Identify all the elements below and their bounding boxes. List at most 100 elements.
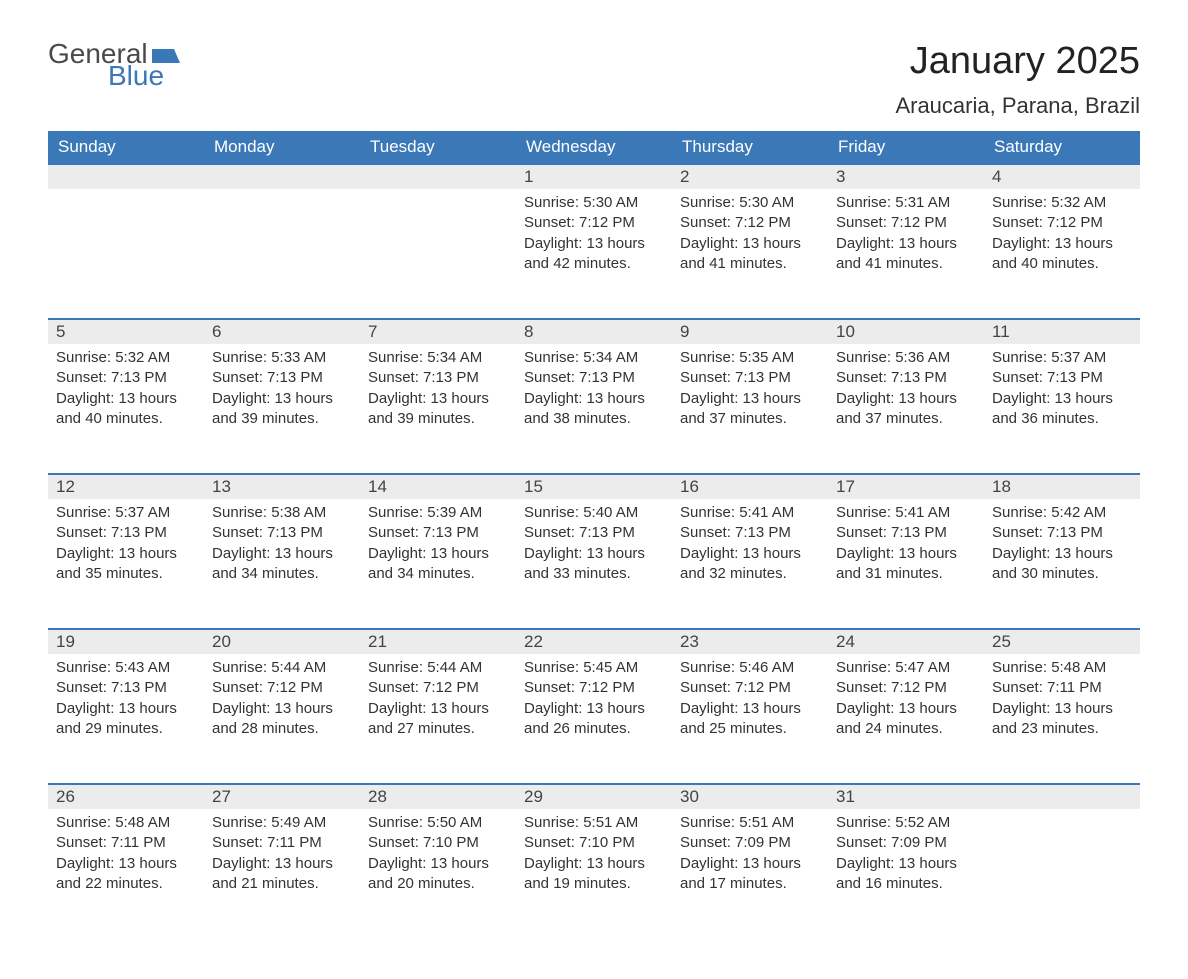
- day-cell: Sunrise: 5:30 AMSunset: 7:12 PMDaylight:…: [516, 189, 672, 319]
- sunrise-line: Sunrise: 5:34 AM: [524, 348, 664, 368]
- daylight-line: Daylight: 13 hours and 25 minutes.: [680, 699, 820, 740]
- day-cell: Sunrise: 5:30 AMSunset: 7:12 PMDaylight:…: [672, 189, 828, 319]
- day-number: 25: [984, 630, 1140, 654]
- day-cell-body: Sunrise: 5:31 AMSunset: 7:12 PMDaylight:…: [828, 189, 984, 288]
- daylight-line: Daylight: 13 hours and 31 minutes.: [836, 544, 976, 585]
- logo-text-blue: Blue: [108, 62, 180, 90]
- sunrise-line: Sunrise: 5:31 AM: [836, 193, 976, 213]
- day-cell-body: Sunrise: 5:44 AMSunset: 7:12 PMDaylight:…: [204, 654, 360, 753]
- day-cell: [204, 189, 360, 319]
- sunset-line: Sunset: 7:13 PM: [212, 523, 352, 543]
- day-cell-body: Sunrise: 5:41 AMSunset: 7:13 PMDaylight:…: [672, 499, 828, 598]
- day-cell: Sunrise: 5:41 AMSunset: 7:13 PMDaylight:…: [672, 499, 828, 629]
- sunset-line: Sunset: 7:13 PM: [524, 368, 664, 388]
- sunset-line: Sunset: 7:13 PM: [680, 523, 820, 543]
- day-cell-body: Sunrise: 5:34 AMSunset: 7:13 PMDaylight:…: [360, 344, 516, 443]
- sunset-line: Sunset: 7:09 PM: [836, 833, 976, 853]
- week-content-row: Sunrise: 5:32 AMSunset: 7:13 PMDaylight:…: [48, 344, 1140, 474]
- day-cell-body: Sunrise: 5:37 AMSunset: 7:13 PMDaylight:…: [984, 344, 1140, 443]
- daylight-line: Daylight: 13 hours and 41 minutes.: [680, 234, 820, 275]
- daylight-line: Daylight: 13 hours and 22 minutes.: [56, 854, 196, 895]
- daylight-line: Daylight: 13 hours and 20 minutes.: [368, 854, 508, 895]
- sunset-line: Sunset: 7:10 PM: [524, 833, 664, 853]
- sunrise-line: Sunrise: 5:34 AM: [368, 348, 508, 368]
- daylight-line: Daylight: 13 hours and 17 minutes.: [680, 854, 820, 895]
- day-number: 29: [516, 785, 672, 809]
- day-number: 9: [672, 320, 828, 344]
- day-number: 20: [204, 630, 360, 654]
- sunrise-line: Sunrise: 5:37 AM: [56, 503, 196, 523]
- sunset-line: Sunset: 7:12 PM: [992, 213, 1132, 233]
- daylight-line: Daylight: 13 hours and 40 minutes.: [992, 234, 1132, 275]
- sunrise-line: Sunrise: 5:44 AM: [212, 658, 352, 678]
- sunrise-line: Sunrise: 5:41 AM: [836, 503, 976, 523]
- month-title: January 2025: [895, 40, 1140, 83]
- sunrise-line: Sunrise: 5:48 AM: [56, 813, 196, 833]
- day-cell-body: Sunrise: 5:30 AMSunset: 7:12 PMDaylight:…: [516, 189, 672, 288]
- day-cell-body: Sunrise: 5:42 AMSunset: 7:13 PMDaylight:…: [984, 499, 1140, 598]
- sunrise-line: Sunrise: 5:33 AM: [212, 348, 352, 368]
- daylight-line: Daylight: 13 hours and 21 minutes.: [212, 854, 352, 895]
- sunset-line: Sunset: 7:12 PM: [680, 678, 820, 698]
- week-content-row: Sunrise: 5:43 AMSunset: 7:13 PMDaylight:…: [48, 654, 1140, 784]
- day-number: 1: [516, 165, 672, 189]
- sunset-line: Sunset: 7:12 PM: [212, 678, 352, 698]
- location-label: Araucaria, Parana, Brazil: [895, 93, 1140, 119]
- day-number: 30: [672, 785, 828, 809]
- daylight-line: Daylight: 13 hours and 39 minutes.: [368, 389, 508, 430]
- day-number: 23: [672, 630, 828, 654]
- weekday-header: Sunday: [48, 131, 204, 164]
- daylight-line: Daylight: 13 hours and 23 minutes.: [992, 699, 1132, 740]
- weekday-header: Monday: [204, 131, 360, 164]
- day-number: 3: [828, 165, 984, 189]
- sunset-line: Sunset: 7:11 PM: [992, 678, 1132, 698]
- week-content-row: Sunrise: 5:37 AMSunset: 7:13 PMDaylight:…: [48, 499, 1140, 629]
- day-cell: [48, 189, 204, 319]
- day-cell: Sunrise: 5:48 AMSunset: 7:11 PMDaylight:…: [984, 654, 1140, 784]
- day-cell-body: Sunrise: 5:36 AMSunset: 7:13 PMDaylight:…: [828, 344, 984, 443]
- week-daynum-row: 567891011: [48, 319, 1140, 344]
- week-daynum-row: 1234: [48, 164, 1140, 189]
- day-cell: Sunrise: 5:42 AMSunset: 7:13 PMDaylight:…: [984, 499, 1140, 629]
- daylight-line: Daylight: 13 hours and 34 minutes.: [212, 544, 352, 585]
- sunset-line: Sunset: 7:13 PM: [524, 523, 664, 543]
- day-cell: Sunrise: 5:40 AMSunset: 7:13 PMDaylight:…: [516, 499, 672, 629]
- sunrise-line: Sunrise: 5:51 AM: [524, 813, 664, 833]
- sunrise-line: Sunrise: 5:50 AM: [368, 813, 508, 833]
- day-cell-body: Sunrise: 5:34 AMSunset: 7:13 PMDaylight:…: [516, 344, 672, 443]
- sunset-line: Sunset: 7:12 PM: [524, 678, 664, 698]
- sunrise-line: Sunrise: 5:49 AM: [212, 813, 352, 833]
- day-cell: Sunrise: 5:43 AMSunset: 7:13 PMDaylight:…: [48, 654, 204, 784]
- day-number: 17: [828, 475, 984, 499]
- day-number: 22: [516, 630, 672, 654]
- day-cell-body: Sunrise: 5:32 AMSunset: 7:12 PMDaylight:…: [984, 189, 1140, 288]
- sunrise-line: Sunrise: 5:37 AM: [992, 348, 1132, 368]
- sunrise-line: Sunrise: 5:48 AM: [992, 658, 1132, 678]
- day-number: 5: [48, 320, 204, 344]
- sunset-line: Sunset: 7:13 PM: [368, 368, 508, 388]
- daylight-line: Daylight: 13 hours and 32 minutes.: [680, 544, 820, 585]
- day-cell: Sunrise: 5:33 AMSunset: 7:13 PMDaylight:…: [204, 344, 360, 474]
- day-cell-body: Sunrise: 5:45 AMSunset: 7:12 PMDaylight:…: [516, 654, 672, 753]
- day-cell-body: Sunrise: 5:46 AMSunset: 7:12 PMDaylight:…: [672, 654, 828, 753]
- day-cell: Sunrise: 5:44 AMSunset: 7:12 PMDaylight:…: [204, 654, 360, 784]
- weekday-header: Saturday: [984, 131, 1140, 164]
- day-cell-body: Sunrise: 5:48 AMSunset: 7:11 PMDaylight:…: [48, 809, 204, 908]
- daylight-line: Daylight: 13 hours and 33 minutes.: [524, 544, 664, 585]
- sunrise-line: Sunrise: 5:52 AM: [836, 813, 976, 833]
- calendar-table: SundayMondayTuesdayWednesdayThursdayFrid…: [48, 131, 1140, 939]
- week-content-row: Sunrise: 5:48 AMSunset: 7:11 PMDaylight:…: [48, 809, 1140, 939]
- day-cell: Sunrise: 5:44 AMSunset: 7:12 PMDaylight:…: [360, 654, 516, 784]
- day-number: [48, 165, 204, 189]
- sunset-line: Sunset: 7:13 PM: [212, 368, 352, 388]
- day-number: 16: [672, 475, 828, 499]
- sunset-line: Sunset: 7:13 PM: [680, 368, 820, 388]
- day-cell-body: Sunrise: 5:30 AMSunset: 7:12 PMDaylight:…: [672, 189, 828, 288]
- day-cell-body: Sunrise: 5:44 AMSunset: 7:12 PMDaylight:…: [360, 654, 516, 753]
- day-cell: Sunrise: 5:36 AMSunset: 7:13 PMDaylight:…: [828, 344, 984, 474]
- sunrise-line: Sunrise: 5:44 AM: [368, 658, 508, 678]
- sunset-line: Sunset: 7:12 PM: [680, 213, 820, 233]
- day-number: 4: [984, 165, 1140, 189]
- daylight-line: Daylight: 13 hours and 39 minutes.: [212, 389, 352, 430]
- day-cell: [984, 809, 1140, 939]
